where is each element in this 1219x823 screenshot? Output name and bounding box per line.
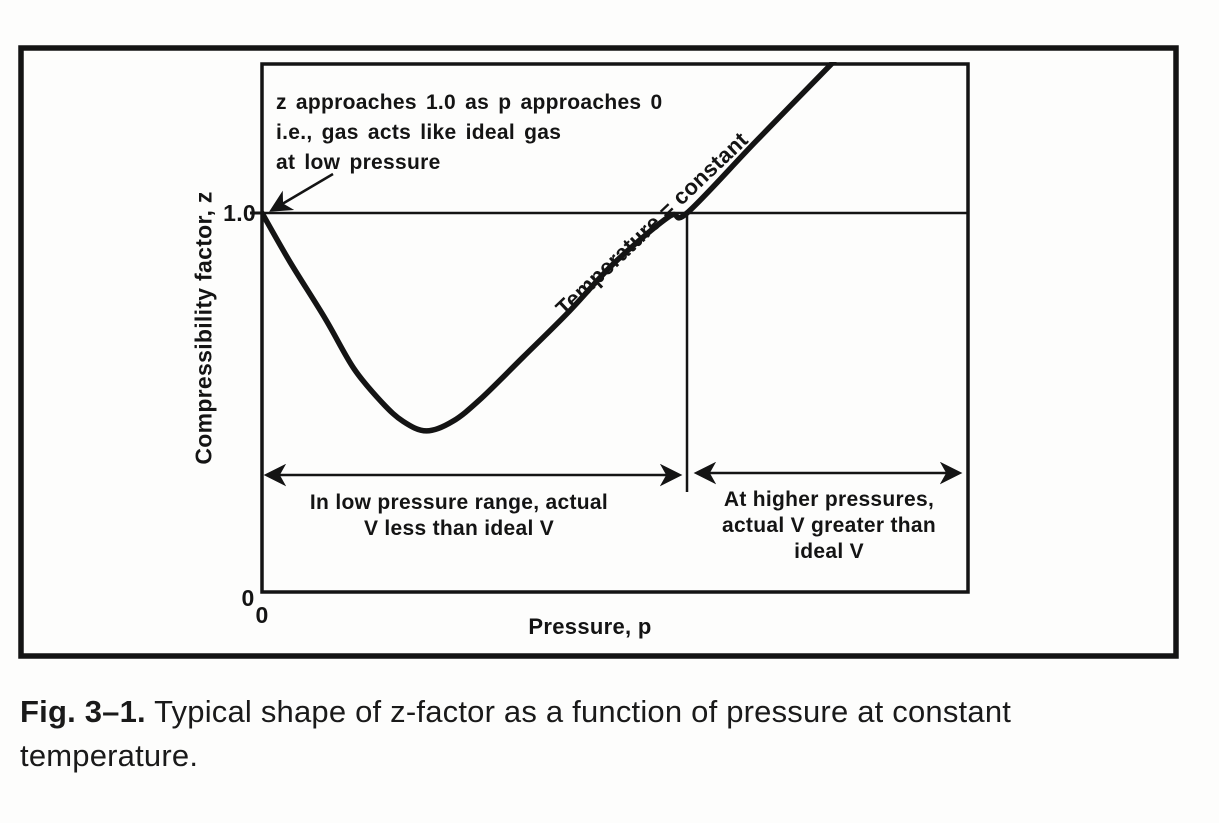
z-factor-curve xyxy=(262,62,837,434)
annotation-line-3: at low pressure xyxy=(276,151,441,174)
figure-border xyxy=(18,45,1179,659)
low-pressure-line-2: V less than ideal V xyxy=(363,517,555,540)
annotation-line-1: z approaches 1.0 as p approaches 0 xyxy=(276,91,663,114)
annotation-line-2: i.e., gas acts like ideal gas xyxy=(276,121,562,144)
plot-box xyxy=(260,62,970,594)
x-axis-title: Pressure, p xyxy=(528,614,652,639)
high-pressure-region-label: At higher pressures, actual V greater th… xyxy=(694,487,964,565)
x-axis-tick-label-0: 0 xyxy=(255,602,269,628)
low-pressure-region-label: In low pressure range, actual V less tha… xyxy=(297,490,621,542)
y-axis-tick-label-0: 0 xyxy=(241,585,255,611)
ideal-gas-annotation: z approaches 1.0 as p approaches 0 i.e.,… xyxy=(276,88,663,178)
high-pressure-line-1: At higher pressures, xyxy=(723,488,935,511)
annotation-arrow xyxy=(269,172,334,212)
figure-caption-text: Typical shape of z-factor as a function … xyxy=(20,694,1012,773)
high-pressure-line-2: actual V greater than xyxy=(721,514,937,537)
figure-caption-number: Fig. 3–1. xyxy=(20,694,146,729)
y-axis-tick-label-1.0: 1.0 xyxy=(223,200,256,226)
low-pressure-line-1: In low pressure range, actual xyxy=(309,491,609,514)
figure-caption: Fig. 3–1. Typical shape of z-factor as a… xyxy=(20,690,1192,778)
y-axis-title: Compressibility factor, z xyxy=(190,191,217,465)
high-pressure-line-3: ideal V xyxy=(794,540,864,563)
